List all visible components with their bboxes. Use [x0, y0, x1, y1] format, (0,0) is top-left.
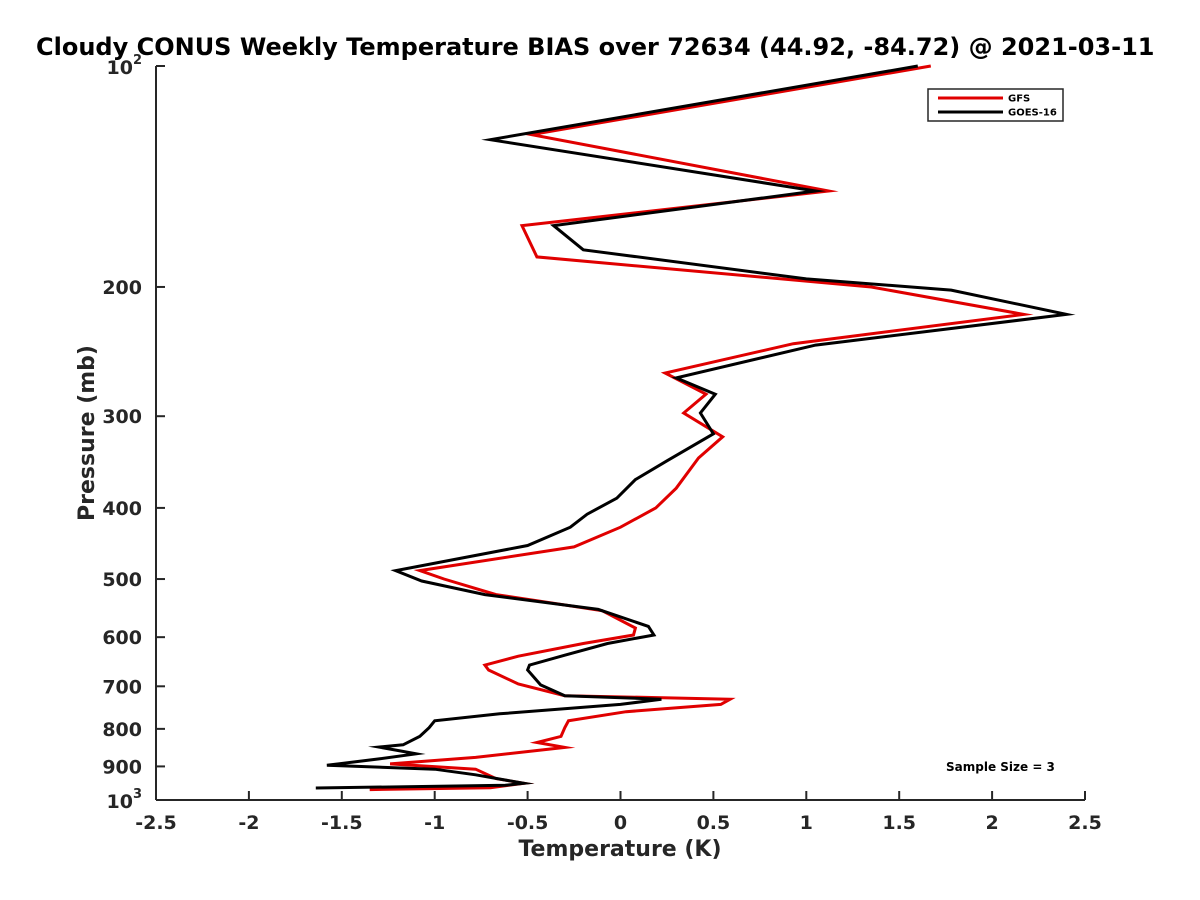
- x-axis-ticks: -2.5 -2 -1.5 -1 -0.5 0 0.5 1 1.5 2 2.5: [135, 791, 1102, 834]
- legend-label: GOES-16: [1008, 108, 1057, 119]
- plot-area: [156, 66, 1085, 800]
- sample-size-annotation: Sample Size = 3: [946, 760, 1055, 774]
- x-tick-label: 1: [800, 812, 813, 834]
- x-tick-label: 1.5: [882, 812, 916, 834]
- y-tick-label-base: 500: [102, 569, 142, 591]
- x-tick-label: -1.5: [321, 812, 363, 834]
- x-tick-label: -0.5: [507, 812, 549, 834]
- y-tick-label-base: 800: [102, 719, 142, 741]
- y-tick-label-base: 10: [107, 791, 133, 813]
- x-tick-label: -2.5: [135, 812, 177, 834]
- series-line-gfs: [369, 64, 1034, 792]
- y-tick-label: 102: [107, 53, 143, 79]
- y-tick-label: 700: [102, 676, 142, 698]
- y-tick-label-base: 10: [107, 57, 133, 79]
- y-tick-label: 400: [102, 498, 142, 520]
- y-tick-label: 600: [102, 627, 142, 649]
- x-tick-label: 0: [614, 812, 627, 834]
- y-tick-label: 500: [102, 569, 142, 591]
- y-tick-label: 800: [102, 719, 142, 741]
- y-tick-label-base: 700: [102, 676, 142, 698]
- chart-title: Cloudy CONUS Weekly Temperature BIAS ove…: [36, 33, 1154, 61]
- y-tick-label: 300: [102, 406, 142, 428]
- legend-label: GFS: [1008, 94, 1030, 105]
- x-tick-label: 2.5: [1068, 812, 1102, 834]
- series-line-goes-16: [315, 64, 1076, 790]
- x-tick-label: -2: [238, 812, 259, 834]
- y-tick-label: 200: [102, 277, 142, 299]
- y-tick-label-exponent: 3: [133, 787, 142, 802]
- y-axis-label: Pressure (mb): [75, 345, 100, 521]
- y-tick-label-base: 300: [102, 406, 142, 428]
- legend: GFS GOES-16: [927, 88, 1064, 122]
- y-tick-label: 103: [107, 787, 143, 813]
- x-tick-label: -1: [424, 812, 445, 834]
- legend-box: [927, 88, 1064, 122]
- y-tick-label-base: 400: [102, 498, 142, 520]
- series-layer: [315, 64, 1076, 792]
- y-tick-label-exponent: 2: [133, 53, 142, 68]
- y-tick-label-base: 600: [102, 627, 142, 649]
- y-tick-label-base: 200: [102, 277, 142, 299]
- x-axis-label: Temperature (K): [518, 837, 721, 862]
- y-tick-label: 900: [102, 756, 142, 778]
- x-tick-label: 0.5: [697, 812, 731, 834]
- y-tick-label-base: 900: [102, 756, 142, 778]
- x-tick-label: 2: [985, 812, 998, 834]
